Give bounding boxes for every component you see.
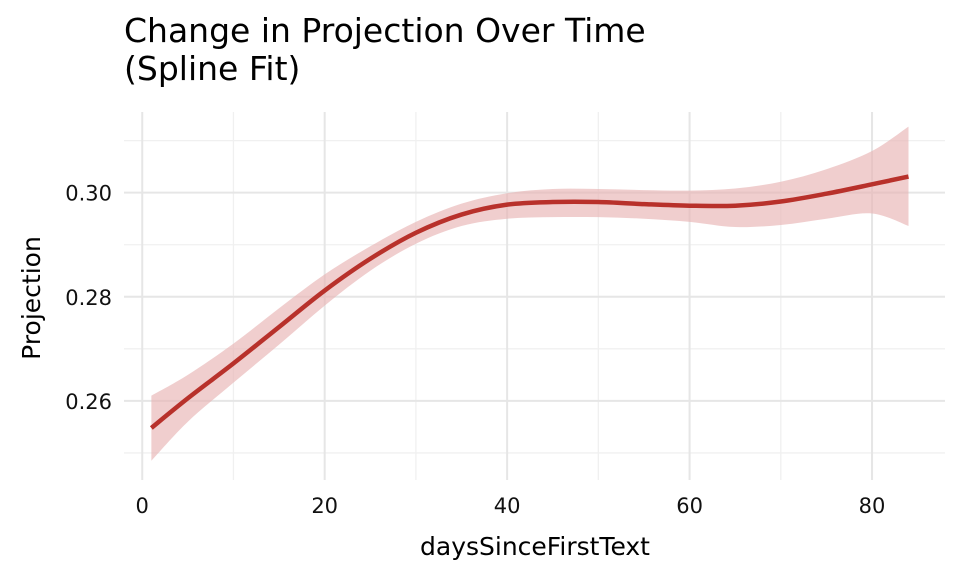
y-tick-label: 0.26	[65, 390, 112, 414]
x-axis-title: daysSinceFirstText	[420, 532, 650, 561]
x-tick-label: 0	[136, 494, 149, 518]
y-axis-title: Projection	[17, 236, 46, 360]
x-tick-labels: 0 20 40 60 80	[136, 494, 886, 518]
major-gridlines	[124, 112, 945, 480]
chart-title-line-1: Change in Projection Over Time	[124, 11, 646, 50]
chart-title: Change in Projection Over Time (Spline F…	[124, 12, 646, 88]
confidence-band-layer	[151, 126, 909, 461]
x-tick-label: 40	[494, 494, 521, 518]
x-tick-label: 20	[311, 494, 338, 518]
x-tick-label: 60	[676, 494, 703, 518]
spline-line-layer	[149, 174, 909, 430]
x-tick-label: 80	[859, 494, 886, 518]
y-tick-label: 0.28	[65, 286, 112, 310]
y-tick-label: 0.30	[65, 182, 112, 206]
chart-title-line-2: (Spline Fit)	[124, 49, 301, 88]
confidence-band	[151, 126, 909, 461]
y-tick-labels: 0.26 0.28 0.30	[65, 182, 112, 414]
spline-fit-line	[149, 174, 909, 430]
